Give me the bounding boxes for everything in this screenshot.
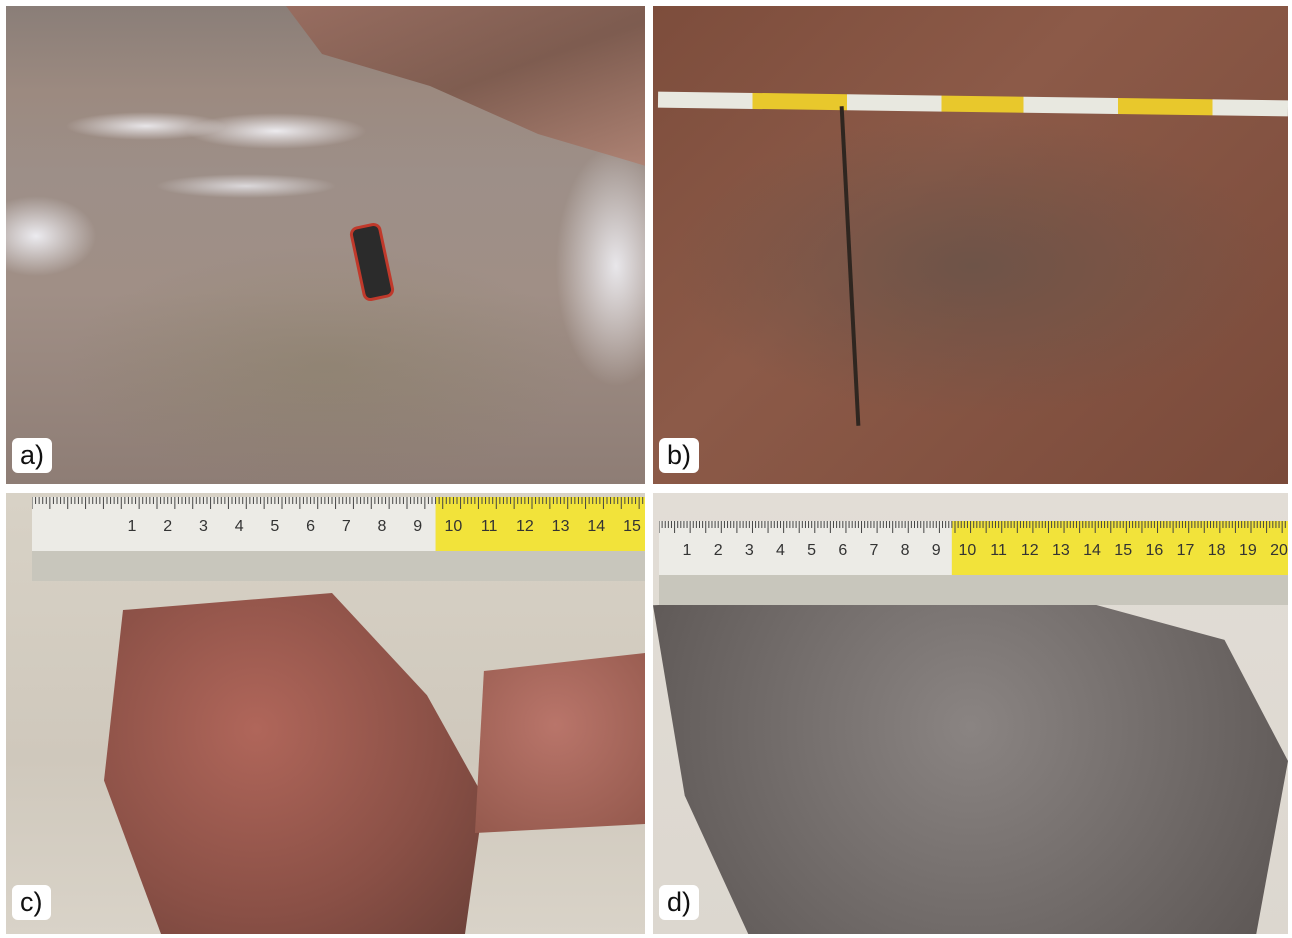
ruler-number: 1 [683, 542, 692, 559]
ruler-number: 17 [1177, 542, 1195, 559]
ruler-yellow [435, 497, 645, 551]
ruler-number: 3 [745, 542, 754, 559]
ruler-number: 15 [623, 518, 641, 535]
ruler-number: 9 [413, 518, 422, 535]
ruler-number: 7 [869, 542, 878, 559]
ruler-number: 14 [587, 518, 605, 535]
ruler-number: 8 [378, 518, 387, 535]
ruler-number: 1 [128, 518, 137, 535]
ruler-number: 16 [1145, 542, 1163, 559]
ruler [657, 91, 1288, 117]
ruler-number: 5 [270, 518, 279, 535]
ruler-number: 11 [990, 542, 1007, 559]
photo-c: 1 2 3 4 5 6 7 8 9 10 11 12 13 14 15 c) [6, 493, 645, 934]
ruler-number: 14 [1083, 542, 1101, 559]
ruler-white [659, 521, 952, 575]
ruler-number: 12 [1021, 542, 1039, 559]
ruler-number: 18 [1208, 542, 1226, 559]
ruler-number: 2 [714, 542, 723, 559]
panel-label: d) [659, 885, 700, 920]
panel-label: c) [12, 885, 51, 920]
ruler: 1 2 3 4 5 6 7 8 9 10 11 12 13 14 15 [32, 497, 645, 581]
ruler-number: 15 [1114, 542, 1132, 559]
ruler-yellow [951, 521, 1288, 575]
photo-d: 1 2 3 4 5 6 7 8 9 10 11 12 13 14 15 16 17 18 19 20 d) [653, 493, 1288, 934]
ruler-number: 11 [481, 518, 498, 535]
rock [104, 593, 484, 934]
rocks [286, 6, 645, 166]
panel-label: b) [659, 438, 700, 473]
photo-a: a) [6, 6, 645, 484]
ruler-number: 20 [1270, 542, 1288, 559]
ruler-number: 5 [807, 542, 816, 559]
ruler-number: 7 [342, 518, 351, 535]
ruler-number: 10 [445, 518, 463, 535]
photo-b: b) [653, 6, 1288, 484]
ruler-number: 12 [516, 518, 534, 535]
rock [653, 588, 1288, 934]
ruler-number: 4 [235, 518, 244, 535]
ruler-white [32, 497, 436, 551]
ruler: 1 2 3 4 5 6 7 8 9 10 11 12 13 14 15 16 17 18 19 20 [659, 521, 1288, 605]
ruler-number: 9 [932, 542, 941, 559]
ruler-number: 8 [901, 542, 910, 559]
ruler-number: 6 [838, 542, 847, 559]
ruler-number: 3 [199, 518, 208, 535]
gps-device [348, 221, 396, 303]
ruler-number: 6 [306, 518, 315, 535]
crack [839, 106, 861, 426]
rock [474, 653, 645, 833]
ruler-number: 13 [552, 518, 570, 535]
ruler-number: 13 [1052, 542, 1070, 559]
ruler-number: 19 [1239, 542, 1257, 559]
ruler-number: 2 [163, 518, 172, 535]
ruler-number: 10 [959, 542, 977, 559]
ruler-number: 4 [776, 542, 785, 559]
panel-label: a) [12, 438, 53, 473]
